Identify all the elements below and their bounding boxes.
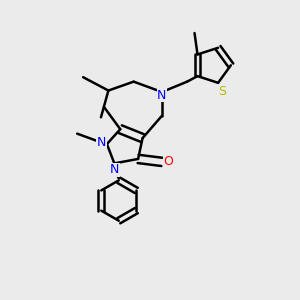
Text: N: N — [110, 164, 119, 176]
Text: O: O — [164, 155, 173, 168]
Text: N: N — [157, 88, 167, 101]
Text: N: N — [97, 136, 106, 149]
Text: S: S — [219, 85, 226, 98]
